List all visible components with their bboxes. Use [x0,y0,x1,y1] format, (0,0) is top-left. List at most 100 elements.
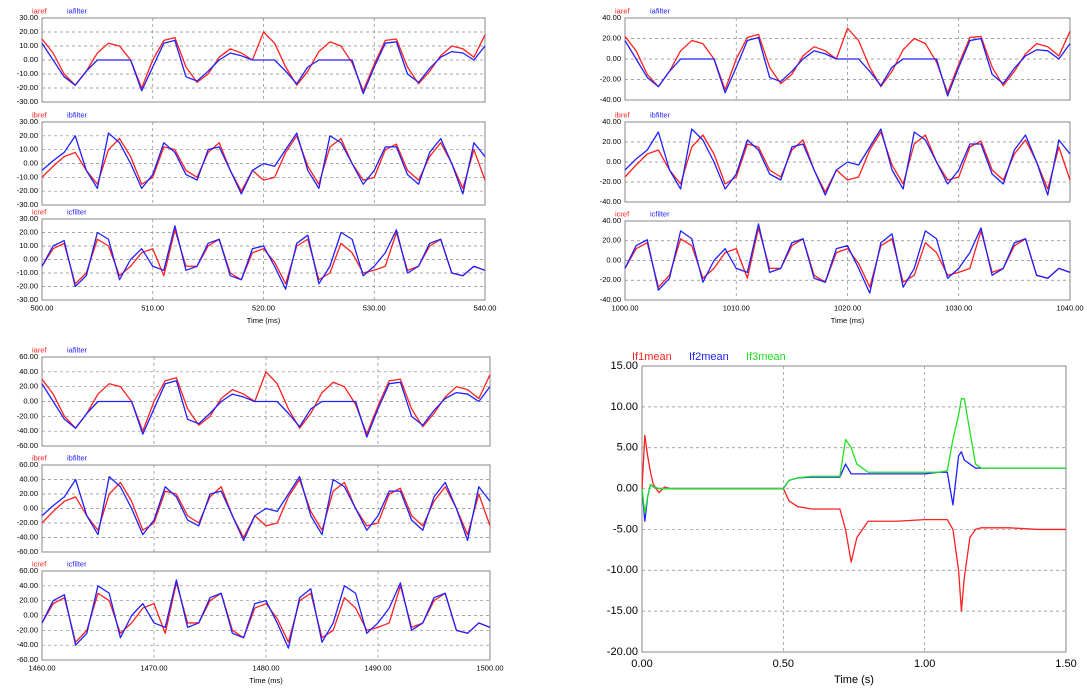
x-axis-label: Time (ms) [249,676,283,685]
series-line [41,475,491,542]
y-tick-label: 20.00 [602,137,621,146]
y-tick-label: 20.00 [19,489,38,498]
y-tick-label: 0.00 [23,503,38,512]
y-tick-label: 5.00 [617,442,638,454]
series-line [624,128,1071,196]
y-tick-label: 10.00 [610,401,638,413]
legend-label: iaref [32,346,48,355]
y-tick-label: 20.00 [19,596,38,605]
x-tick-label: 1460.00 [28,663,55,672]
x-tick-label: 520.00 [252,303,275,312]
y-tick-label: -40.00 [600,197,621,206]
y-tick-label: -10.00 [607,564,638,576]
y-tick-label: -40.00 [600,295,621,304]
y-tick-label: 0.00 [606,157,621,166]
legend-label: ibref [615,111,631,120]
x-tick-label: 1500.00 [476,663,503,672]
y-tick-label: 30.00 [19,214,38,223]
legend-label: iaref [32,7,48,16]
y-tick-label: 0.00 [606,54,621,63]
y-tick-label: 40.00 [19,581,38,590]
x-tick-label: 540.00 [474,303,497,312]
series-line [41,371,491,435]
y-tick-label: 0.00 [617,482,638,494]
y-tick-label: -30.00 [17,295,38,304]
y-tick-label: 20.00 [19,27,38,36]
y-tick-label: 20.00 [19,227,38,236]
y-tick-label: 20.00 [602,33,621,42]
legend-label: iafilter [67,7,88,16]
y-tick-label: -20.00 [17,186,38,195]
y-tick-label: -20.00 [600,275,621,284]
y-tick-label: 20.00 [19,131,38,140]
x-tick-label: 1490.00 [364,663,391,672]
legend-label: icref [32,208,47,217]
y-tick-label: 10.00 [19,145,38,154]
x-tick-label: 0.00 [631,658,652,670]
x-tick-label: 1010.00 [723,303,750,312]
legend-label: icref [615,210,630,219]
y-tick-label: -60.00 [17,547,38,556]
y-tick-label: -20.00 [17,625,38,634]
y-tick-label: 20.00 [602,236,621,245]
y-tick-label: 40.00 [19,474,38,483]
series-line [41,132,486,195]
y-tick-label: -40.00 [17,640,38,649]
y-tick-label: -20.00 [17,411,38,420]
y-tick-label: -30.00 [17,200,38,209]
series-line [624,27,1071,94]
legend-label: ibfilter [67,111,88,120]
y-tick-label: 0.00 [23,55,38,64]
series-line [41,380,491,438]
legend-label: icfilter [650,210,670,219]
y-tick-label: 0.00 [23,610,38,619]
y-tick-label: 10.00 [19,241,38,250]
series-line [624,223,1071,294]
x-tick-label: 1480.00 [252,663,279,672]
x-axis-label: Time (ms) [247,316,281,325]
x-tick-label: 0.50 [773,658,794,670]
series-line [41,225,486,290]
x-tick-label: 1030.00 [945,303,972,312]
y-tick-label: -20.00 [17,281,38,290]
legend-label: iafilter [67,346,88,355]
legend-label: If1mean [632,351,672,363]
y-tick-label: -10.00 [17,69,38,78]
y-tick-label: 30.00 [19,13,38,22]
x-tick-label: 510.00 [141,303,164,312]
x-tick-label: 1.50 [1055,658,1076,670]
series-line [41,478,491,539]
x-axis-label: Time (ms) [831,316,865,325]
legend-label: ibfilter [650,111,671,120]
x-tick-label: 1.00 [914,658,935,670]
y-tick-label: -60.00 [17,441,38,450]
y-tick-label: -5.00 [613,523,638,535]
legend-label: If3mean [746,351,786,363]
legend-label: icref [32,560,47,569]
plot-area [641,365,1067,653]
x-tick-label: 1040.00 [1056,303,1083,312]
y-tick-label: -40.00 [17,426,38,435]
legend-label: icfilter [67,560,87,569]
legend-label: If2mean [689,351,729,363]
y-tick-label: 40.00 [19,367,38,376]
y-tick-label: -20.00 [17,518,38,527]
y-tick-label: 0.00 [23,396,38,405]
y-tick-label: -10.00 [17,172,38,181]
y-tick-label: -30.00 [17,97,38,106]
y-tick-label: -20.00 [607,646,638,658]
y-tick-label: 0.00 [606,255,621,264]
y-tick-label: 20.00 [19,382,38,391]
x-tick-label: 530.00 [363,303,386,312]
y-tick-label: -20.00 [17,83,38,92]
y-tick-label: -10.00 [17,268,38,277]
y-tick-label: -15.00 [607,605,638,617]
y-tick-label: 40.00 [602,216,621,225]
legend-label: ibref [32,111,48,120]
series-line [41,31,486,92]
y-tick-label: -60.00 [17,655,38,664]
series-line [41,579,491,649]
x-tick-label: 500.00 [31,303,54,312]
y-tick-label: -20.00 [600,74,621,83]
legend-label: iafilter [650,7,671,16]
